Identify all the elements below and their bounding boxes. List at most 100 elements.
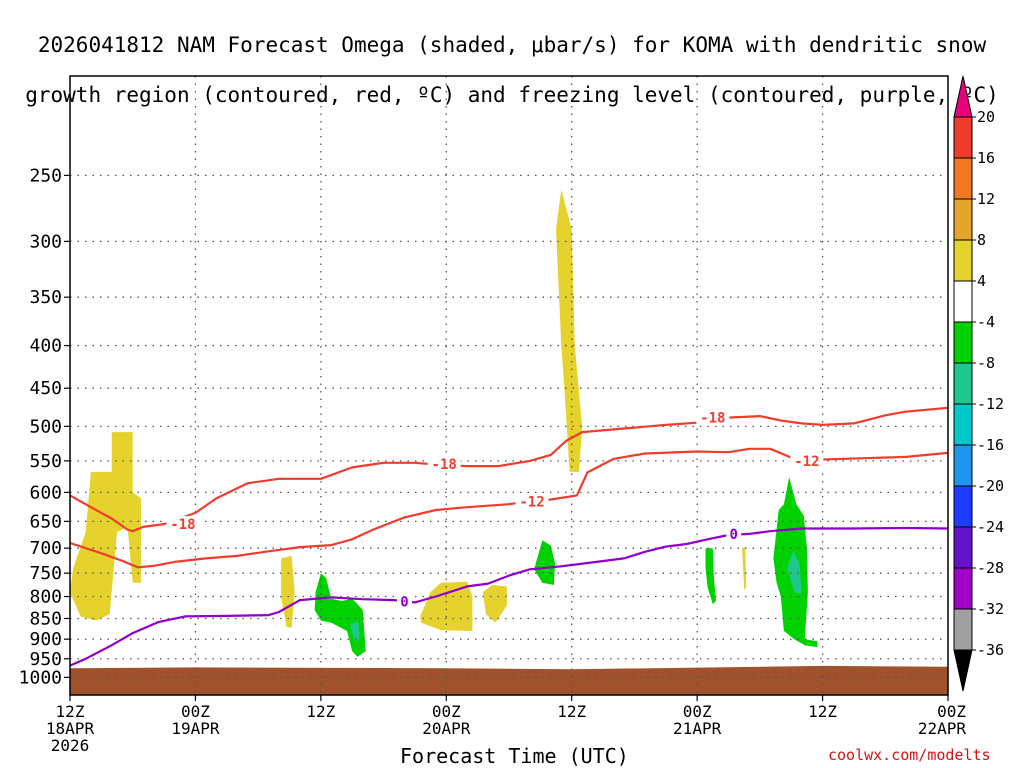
y-tick-label: 750 xyxy=(29,563,62,584)
y-tick-label: 1000 xyxy=(19,667,62,688)
y-tick-label: 900 xyxy=(29,629,62,650)
chart-title-line-2: growth region (contoured, red, ºC) and f… xyxy=(25,83,999,107)
x-tick-label: 00Z xyxy=(937,702,966,721)
y-tick-label: 700 xyxy=(29,538,62,559)
y-tick-label: 250 xyxy=(29,165,62,186)
colorbar-bin xyxy=(953,485,973,528)
yellow-ascent-1 xyxy=(70,432,142,621)
credit-link[interactable]: coolwx.com/modelts xyxy=(828,746,991,764)
x-tick-label: 22APR xyxy=(918,719,967,738)
contour-label-bg xyxy=(515,493,549,510)
colorbar-bin xyxy=(953,157,973,200)
colorbar-tick-label: -20 xyxy=(977,477,1004,495)
colorbar-tick-label: -12 xyxy=(977,395,1004,413)
colorbar-bin xyxy=(953,403,973,446)
colorbar-bin xyxy=(953,198,973,241)
ground-layer xyxy=(70,665,948,695)
grid-layer xyxy=(70,76,948,695)
colorbar-bin xyxy=(953,75,973,118)
x-tick-label: 00Z xyxy=(181,702,210,721)
x-axis-label: Forecast Time (UTC) xyxy=(400,744,629,768)
y-tick-label: 850 xyxy=(29,608,62,629)
x-tick-label: 21APR xyxy=(673,719,722,738)
plot-frame xyxy=(69,75,949,696)
colorbar-tick-label: 12 xyxy=(977,190,995,208)
colorbar-tick-label: -16 xyxy=(977,436,1004,454)
x-tick-label: 20APR xyxy=(422,719,471,738)
x-tick-label: 12Z xyxy=(56,702,85,721)
x-tick-label: 12Z xyxy=(808,702,837,721)
teal-descent-2 xyxy=(787,550,802,595)
y-tick-label: 550 xyxy=(29,451,62,472)
colorbar-tick-label: -24 xyxy=(977,518,1004,536)
contour-label: 0 xyxy=(400,594,408,610)
y-tick-label: 350 xyxy=(29,287,62,308)
colorbar-tick-label: 4 xyxy=(977,272,986,290)
colorbar-bin xyxy=(953,444,973,487)
y-tick-label: 450 xyxy=(29,378,62,399)
chart-title-line-1: 2026041812 NAM Forecast Omega (shaded, μ… xyxy=(37,33,987,57)
x-tick-label: 00Z xyxy=(432,702,461,721)
yellow-ascent-4 xyxy=(482,585,507,623)
colorbar-tick-label: -36 xyxy=(977,641,1004,659)
contour-0 xyxy=(69,406,949,533)
contour-label-bg xyxy=(790,452,824,469)
colorbar-bin xyxy=(953,526,973,569)
contour-label: -12 xyxy=(794,454,819,470)
colorbar-tick-label: 20 xyxy=(977,108,995,126)
y-tick-label: 650 xyxy=(29,511,62,532)
colorbar-bin xyxy=(953,116,973,159)
y-tick-label: 300 xyxy=(29,231,62,252)
colorbar-tick-label: 16 xyxy=(977,149,995,167)
yellow-ascent-6 xyxy=(742,547,747,590)
colorbar-bin xyxy=(953,280,973,323)
contour-label: -18 xyxy=(432,457,457,473)
x-tick-label: 12Z xyxy=(557,702,586,721)
yellow-ascent-5 xyxy=(556,189,583,472)
contour-label: -12 xyxy=(519,494,544,510)
colorbar-bin xyxy=(953,239,973,282)
x-tick-label: 2026 xyxy=(51,736,90,755)
colorbar-bin xyxy=(953,649,973,692)
y-tick-label: 400 xyxy=(29,336,62,357)
green-descent-1 xyxy=(314,573,366,657)
green-descent-3 xyxy=(705,548,716,605)
axes-layer: 2503003504004505005506006507007508008509… xyxy=(19,75,967,755)
teal-descent-1 xyxy=(350,621,360,642)
contour-label-bg xyxy=(427,456,461,473)
colorbar-tick-label: -4 xyxy=(977,313,995,331)
y-tick-label: 500 xyxy=(29,416,62,437)
yellow-ascent-2 xyxy=(281,555,295,628)
x-tick-label: 19APR xyxy=(171,719,220,738)
colorbar-bin xyxy=(953,362,973,405)
colorbar-bin xyxy=(953,321,973,364)
ground-fill xyxy=(70,665,948,695)
chart-title: 2026041812 NAM Forecast Omega (shaded, μ… xyxy=(0,8,1024,133)
contour-label: 0 xyxy=(730,527,738,543)
contour-2 xyxy=(69,526,949,667)
contour-label-bg xyxy=(696,409,730,426)
contour-label-bg xyxy=(166,516,200,533)
contour-label: -18 xyxy=(170,517,195,533)
y-tick-label: 600 xyxy=(29,482,62,503)
x-tick-label: 00Z xyxy=(683,702,712,721)
colorbar-tick-label: -32 xyxy=(977,600,1004,618)
colorbar-tick-label: 8 xyxy=(977,231,986,249)
contour-label: -18 xyxy=(700,411,725,427)
omega-shading-layer xyxy=(70,189,818,657)
yellow-ascent-3 xyxy=(420,581,473,631)
contour-layer: -18 -18 -18 -12 -12 0 0 xyxy=(69,406,949,667)
contour-label-bg xyxy=(726,525,742,542)
contour-1 xyxy=(69,447,949,569)
colorbar-tick-label: -8 xyxy=(977,354,995,372)
colorbar-tick-label: -28 xyxy=(977,559,1004,577)
y-tick-label: 800 xyxy=(29,587,62,608)
colorbar-bin xyxy=(953,608,973,651)
y-tick-label: 950 xyxy=(29,649,62,670)
x-tick-label: 12Z xyxy=(306,702,335,721)
colorbar: 20 16 12 8 4 -4 -8 -12 -16 -20 -24 -28 -32 -36 xyxy=(953,75,1004,692)
green-descent-2 xyxy=(534,540,555,585)
x-tick-label: 18APR xyxy=(46,719,95,738)
colorbar-bin xyxy=(953,567,973,610)
